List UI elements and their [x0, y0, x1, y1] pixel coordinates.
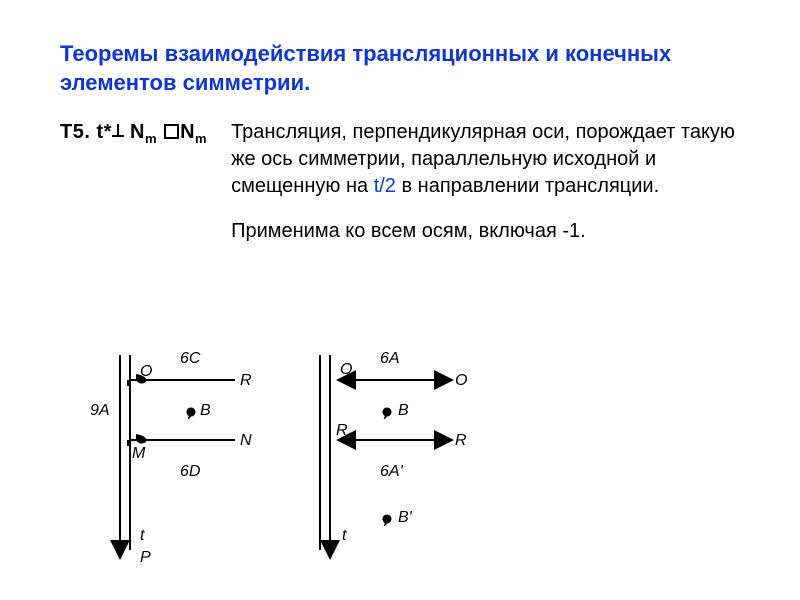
svg-text:6A': 6A' — [380, 463, 404, 480]
svg-text:6A: 6A — [380, 350, 400, 367]
theorem-sub1: m — [145, 131, 157, 146]
theorem-label: T5. t* Nm Nm — [60, 121, 207, 146]
page-title: Теоремы взаимодействия трансляционных и … — [60, 40, 750, 97]
paragraph-2: Применима ко всем осям, включая -1. — [231, 218, 750, 245]
svg-text:9A: 9A — [90, 402, 110, 419]
svg-text:R: R — [336, 422, 348, 439]
diagram: 6COR9ABMN6DtPO6AOBRR6A'B't — [80, 330, 500, 570]
paragraph-1: Трансляция, перпендикулярная оси, порожд… — [231, 119, 750, 200]
svg-text:P: P — [140, 549, 151, 566]
svg-text:6D: 6D — [180, 463, 201, 480]
svg-text:t: t — [342, 527, 347, 544]
svg-text:B': B' — [398, 509, 413, 526]
theorem-N2: N — [180, 121, 195, 143]
theorem-id: T5. — [60, 121, 90, 143]
svg-text:O: O — [455, 372, 467, 389]
svg-text:O: O — [340, 361, 352, 378]
svg-text:R: R — [455, 432, 467, 449]
theorem-sub2: m — [195, 131, 207, 146]
body-text: Трансляция, перпендикулярная оси, порожд… — [231, 119, 750, 245]
svg-text:B: B — [398, 402, 409, 419]
diagram-svg: 6COR9ABMN6DtPO6AOBRR6A'B't — [80, 330, 500, 570]
svg-text:B: B — [200, 402, 211, 419]
perp-icon — [112, 124, 124, 140]
frac-t2: t/2 — [374, 175, 396, 197]
spacer — [231, 200, 750, 218]
p1b: в направлении трансляции. — [396, 175, 659, 197]
slide: Теоремы взаимодействия трансляционных и … — [0, 0, 800, 600]
svg-text:R: R — [240, 372, 252, 389]
theorem-N1: N — [130, 121, 145, 143]
square-icon — [164, 124, 179, 139]
svg-text:N: N — [240, 432, 252, 449]
svg-text:t: t — [140, 527, 145, 544]
svg-text:M: M — [132, 445, 146, 462]
svg-text:6C: 6C — [180, 350, 201, 367]
content-row: T5. t* Nm Nm Трансляция, перпендикулярна… — [60, 119, 750, 245]
theorem-t: t* — [96, 121, 111, 143]
